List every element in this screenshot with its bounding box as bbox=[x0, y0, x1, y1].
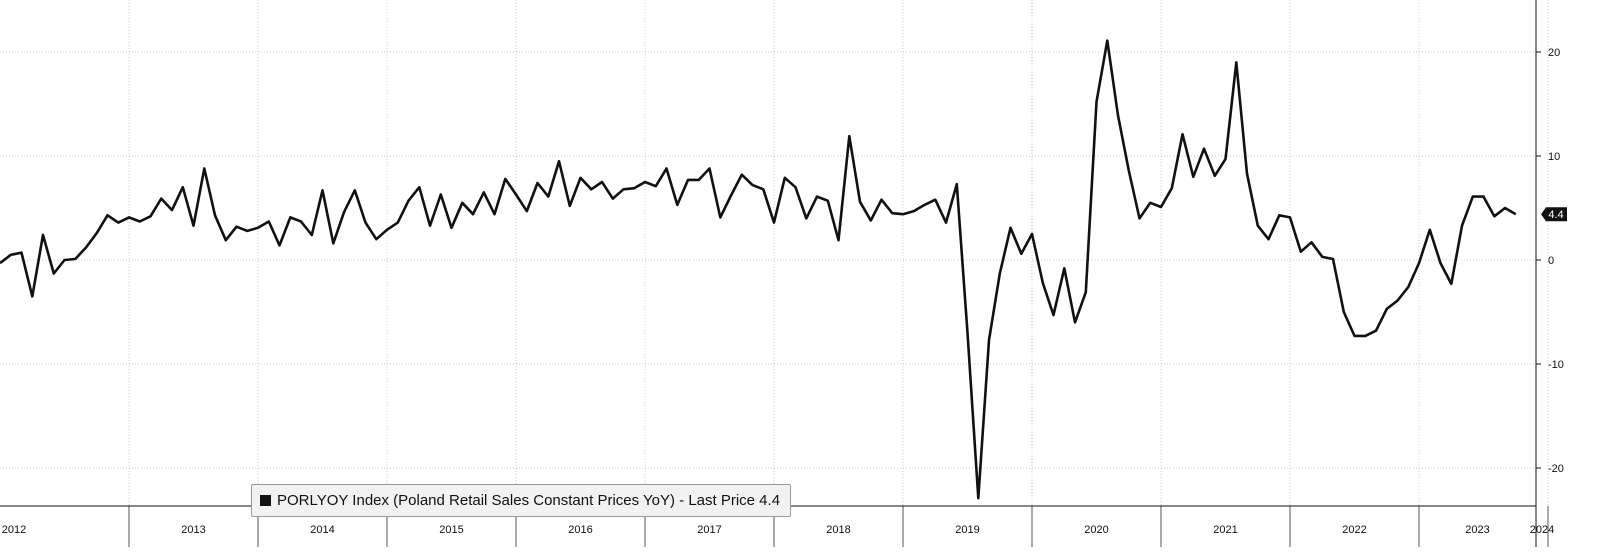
last-price-badge: 4.4 bbox=[1541, 207, 1567, 221]
x-tick-label: 2013 bbox=[181, 524, 205, 536]
series-line bbox=[0, 41, 1516, 499]
x-tick-label: 2022 bbox=[1342, 524, 1366, 536]
grid-lines bbox=[0, 0, 1548, 506]
x-tick-label: 2014 bbox=[310, 524, 334, 536]
y-tick-label: -10 bbox=[1548, 359, 1564, 371]
x-tick-label: 2024 bbox=[1530, 524, 1554, 536]
y-tick-label: -20 bbox=[1548, 463, 1564, 475]
x-tick-label: 2015 bbox=[439, 524, 463, 536]
legend-text: PORLYOY Index (Poland Retail Sales Const… bbox=[277, 492, 780, 509]
tick-labels: 20 10 0 -10 -20 2012 2013 2014 2015 2016 2017 2018 2… bbox=[2, 47, 1567, 536]
x-tick-label: 2012 bbox=[2, 524, 26, 536]
x-tick-label: 2019 bbox=[955, 524, 979, 536]
x-tick-label: 2017 bbox=[697, 524, 721, 536]
legend: PORLYOY Index (Poland Retail Sales Const… bbox=[251, 484, 791, 517]
x-tick-label: 2016 bbox=[568, 524, 592, 536]
x-tick-label: 2021 bbox=[1213, 524, 1237, 536]
legend-swatch bbox=[260, 495, 271, 506]
y-tick-label: 10 bbox=[1548, 151, 1560, 163]
x-tick-label: 2020 bbox=[1084, 524, 1108, 536]
y-tick-label: 0 bbox=[1548, 255, 1554, 267]
x-tick-label: 2018 bbox=[826, 524, 850, 536]
last-price-label: 4.4 bbox=[1548, 209, 1563, 221]
series-layer bbox=[0, 41, 1516, 499]
y-tick-label: 20 bbox=[1548, 47, 1560, 59]
x-tick-label: 2023 bbox=[1465, 524, 1489, 536]
